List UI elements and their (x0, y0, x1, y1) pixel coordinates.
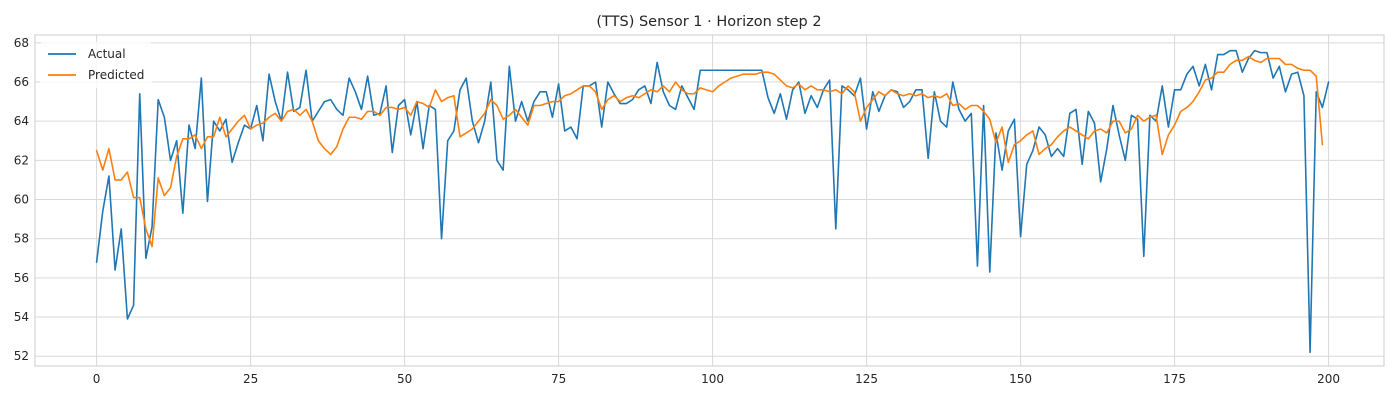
x-tick-label: 200 (1317, 372, 1340, 386)
y-tick-label: 54 (14, 310, 29, 324)
x-tick-label: 75 (551, 372, 566, 386)
plot-frame (34, 34, 1385, 367)
y-tick-label: 52 (14, 349, 29, 363)
y-tick-label: 58 (14, 232, 29, 246)
series-line-actual (95, 49, 1330, 354)
chart-title: (TTS) Sensor 1 · Horizon step 2 (596, 14, 821, 30)
y-tick-label: 66 (14, 75, 29, 89)
legend-label-predicted: Predicted (88, 68, 144, 82)
x-tick-label: 0 (93, 372, 101, 386)
x-axis: 0 25 50 75 100 125 150 175 200 (93, 372, 1340, 386)
series-line-predicted (95, 55, 1324, 248)
x-tick-label: 125 (855, 372, 878, 386)
y-tick-label: 60 (14, 193, 29, 207)
y-tick-label: 62 (14, 153, 29, 167)
x-tick-label: 100 (701, 372, 724, 386)
legend-label-actual: Actual (88, 47, 126, 61)
x-tick-label: 175 (1163, 372, 1186, 386)
y-tick-label: 64 (14, 114, 29, 128)
x-tick-label: 25 (243, 372, 258, 386)
series-layer (95, 49, 1330, 354)
x-tick-label: 50 (397, 372, 412, 386)
y-tick-label: 68 (14, 36, 29, 50)
y-axis: 52 54 56 58 60 62 64 66 68 (14, 36, 29, 363)
y-tick-label: 56 (14, 271, 29, 285)
legend: Actual Predicted (40, 42, 152, 88)
x-tick-label: 150 (1009, 372, 1032, 386)
